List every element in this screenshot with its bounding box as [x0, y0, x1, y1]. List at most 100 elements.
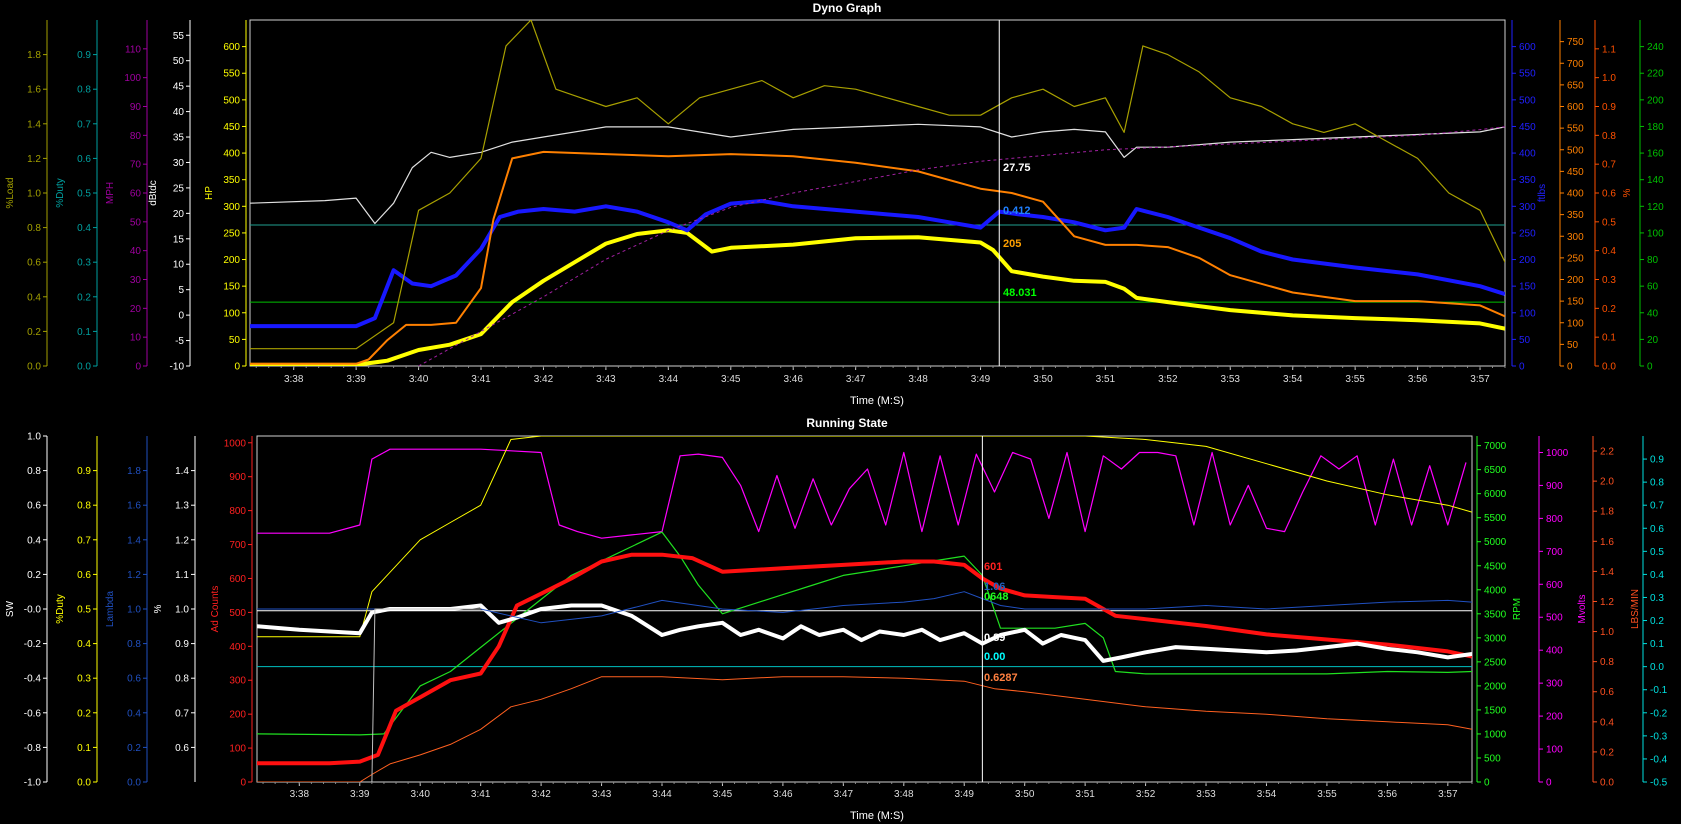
series-line-hp	[250, 228, 1505, 366]
axis-tick-label-cyan: -0.2	[1650, 708, 1668, 719]
axis-kpa: 0 50 100 150 200 250 300 350 400 450 500 550 600 650 7…	[1559, 20, 1584, 373]
cursor-value-label: 0.00	[984, 651, 1005, 663]
axis-pct2: 0.6 0.7 0.8 0.9 1.0 1.1 1.2 1.3 1.4%	[153, 436, 196, 782]
axis-tick-label-kpa: 50	[1567, 340, 1579, 351]
axis-tick-label-green: 160	[1647, 149, 1664, 160]
axis-tick-label-rpm: 1500	[1484, 705, 1507, 716]
x-tick-label: 3:51	[1096, 374, 1116, 385]
axis-tick-label-pct2: 1.2	[175, 535, 189, 546]
plot-area-0	[249, 19, 1506, 367]
axis-tick-label-green: 60	[1647, 282, 1659, 293]
axis-tick-label-load: 0.6	[27, 258, 41, 269]
x-tick-label: 3:40	[410, 789, 430, 800]
x-tick-label: 3:49	[971, 374, 991, 385]
axis-tick-label-tq: 400	[1519, 149, 1536, 160]
axis-tick-label-mph: 100	[124, 73, 141, 84]
axis-tick-label-duty2: 0.2	[77, 708, 91, 719]
axis-tick-label-lambda: 1.8	[127, 466, 141, 477]
axis-tick-label-lbs: 0.6	[1600, 687, 1614, 698]
axis-tick-label-mph: 90	[130, 102, 142, 113]
x-tick-label: 3:40	[409, 374, 429, 385]
axis-tick-label-load: 1.6	[27, 85, 41, 96]
axis-tick-label-hp: 250	[223, 228, 240, 239]
axis-tick-label-pct2: 1.1	[175, 570, 189, 581]
x-tick-label: 3:45	[721, 374, 741, 385]
axis-tick-label-load: 1.4	[27, 119, 41, 130]
axis-tick-label-rpm: 1000	[1484, 729, 1507, 740]
axis-tick-label-tq: 600	[1519, 42, 1536, 53]
axis-tick-label-dbtdc: 10	[173, 260, 185, 271]
axis-tick-label-adc: 500	[229, 608, 246, 619]
axis-tick-label-mph: 80	[130, 131, 142, 142]
running-state-x-axis-label: Time (M:S)	[850, 810, 904, 822]
axis-title-duty2: %Duty	[55, 594, 66, 623]
axis-tick-label-lbs: 0.0	[1600, 778, 1614, 789]
axis-tick-label-duty2: 0.1	[77, 743, 91, 754]
axis-tick-label-pct2: 0.9	[175, 639, 189, 650]
axis-tick-label-lambda: 0.8	[127, 639, 141, 650]
axis-tick-label-load: 0.0	[27, 362, 41, 373]
axis-tick-label-cyan: 0.5	[1650, 547, 1664, 558]
axis-tick-label-pct: 0.8	[1602, 131, 1616, 142]
axis-title-lambda: Lambda	[105, 590, 116, 627]
x-tick-label: 3:47	[846, 374, 866, 385]
axis-tick-label-cyan: 0.8	[1650, 478, 1664, 489]
axis-tick-label-mv: 200	[1546, 712, 1563, 723]
axis-tick-label-rpm: 6000	[1484, 489, 1507, 500]
axis-tick-label-duty: 0.7	[77, 119, 91, 130]
axis-tick-label-pct: 0.1	[1602, 333, 1616, 344]
axis-tick-label-tq: 200	[1519, 255, 1536, 266]
axis-tick-label-green: 200	[1647, 95, 1664, 106]
axis-title-rpm: RPM	[1512, 598, 1523, 620]
axis-tick-label-mv: 0	[1546, 778, 1552, 789]
axis-tick-label-mv: 600	[1546, 580, 1563, 591]
axis-tick-label-hp: 500	[223, 95, 240, 106]
x-tick-label: 3:41	[471, 374, 491, 385]
axis-tick-label-pct: 0.3	[1602, 275, 1616, 286]
x-tick-label: 3:39	[350, 789, 370, 800]
axis-hp: 0 50 100 150 200 250 300 350 400 450 500 550 600 HP	[204, 20, 247, 373]
x-tick-label: 3:56	[1408, 374, 1428, 385]
axis-tick-label-green: 120	[1647, 202, 1664, 213]
axis-tick-label-cyan: 0.6	[1650, 524, 1664, 535]
x-tick-label: 3:54	[1257, 789, 1277, 800]
series-line-rpm	[257, 531, 1472, 736]
axis-tick-label-kpa: 600	[1567, 102, 1584, 113]
axis-tick-label-lambda: 1.4	[127, 535, 141, 546]
x-tick-label: 3:48	[908, 374, 928, 385]
axis-tick-label-adc: 300	[229, 676, 246, 687]
axis-tick-label-rpm: 2000	[1484, 681, 1507, 692]
axis-tick-label-hp: 550	[223, 69, 240, 80]
axis-tick-label-cyan: 0.1	[1650, 639, 1664, 650]
axis-tick-label-lbs: 0.8	[1600, 657, 1614, 668]
axis-tick-label-dbtdc: 55	[173, 31, 185, 42]
axis-tick-label-adc: 0	[240, 778, 246, 789]
axis-title-tq: ftlbs	[1537, 184, 1548, 202]
axis-tick-label-tq: 150	[1519, 282, 1536, 293]
x-tick-label: 3:52	[1158, 374, 1178, 385]
axis-tick-label-tq: 500	[1519, 95, 1536, 106]
axis-tick-label-sw: 0.6	[27, 501, 41, 512]
series-group-0	[250, 20, 1505, 366]
series-group-1	[257, 436, 1472, 782]
axis-lbs: 0.0 0.2 0.4 0.6 0.8 1.0 1.2 1.4 1.6 1.8 2.0 2.2 LBS/…	[1592, 436, 1641, 789]
axis-tick-label-rpm: 7000	[1484, 441, 1507, 452]
axis-tick-label-sw: -1.0	[24, 778, 42, 789]
x-tick-label: 3:42	[531, 789, 551, 800]
axis-tick-label-lambda: 0.4	[127, 708, 141, 719]
axis-cyan: -0.5 -0.4 -0.3 -0.2 -0.1 0.0 0.1 0.2 0.3 0.4 0.5 0.…	[1642, 436, 1668, 789]
axis-duty2: 0.0 0.1 0.2 0.3 0.4 0.5 0.6 0.7 0.8 0.9 %Duty	[55, 436, 98, 789]
axis-tick-label-dbtdc: 0	[178, 311, 184, 322]
axis-sw: -1.0 -0.8 -0.6 -0.4 -0.2 -0.0 0.2 0.4 0.6 0.8 1.0 S…	[5, 432, 48, 789]
axis-tick-label-pct2: 0.8	[175, 674, 189, 685]
axis-tick-label-duty2: 0.6	[77, 570, 91, 581]
axis-tick-label-pct2: 0.7	[175, 708, 189, 719]
axis-tick-label-mv: 400	[1546, 646, 1563, 657]
axis-tick-label-dbtdc: 35	[173, 133, 185, 144]
axis-tick-label-lbs: 2.0	[1600, 477, 1614, 488]
axis-title-lbs: LBS/MIN	[1630, 589, 1641, 629]
axis-tick-label-tq: 100	[1519, 308, 1536, 319]
axis-tick-label-lambda: 0.2	[127, 743, 141, 754]
axis-tick-label-kpa: 650	[1567, 80, 1584, 91]
axis-tick-label-mv: 1000	[1546, 448, 1569, 459]
